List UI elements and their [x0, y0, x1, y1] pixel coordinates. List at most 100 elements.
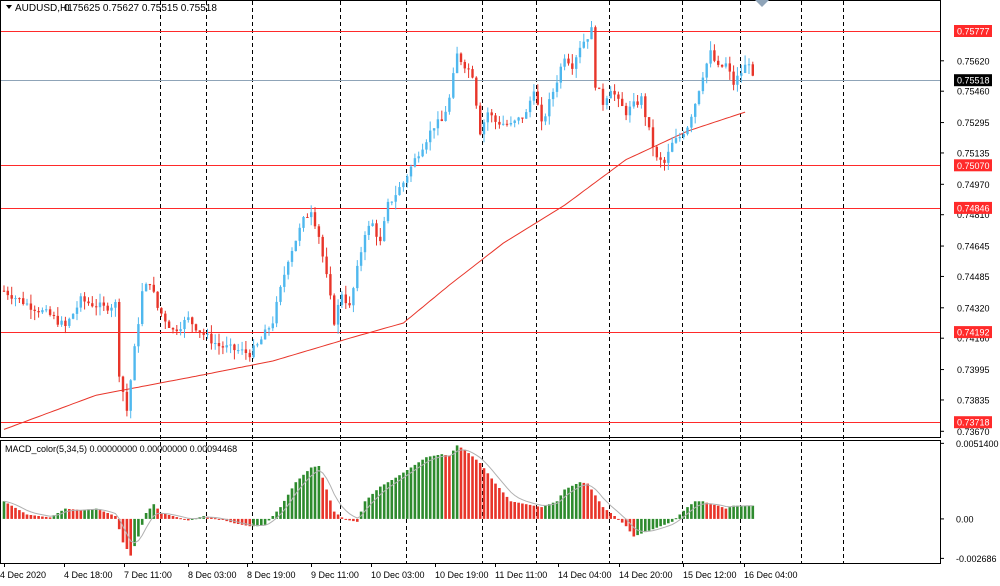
candle-body	[624, 105, 628, 116]
macd-bar	[409, 467, 413, 519]
candle-body	[152, 284, 155, 292]
candle-body	[248, 352, 251, 358]
macd-bar	[267, 518, 271, 521]
candle-body	[233, 344, 236, 351]
macd-bar	[582, 482, 586, 519]
macd-bar	[513, 502, 516, 519]
macd-bar	[667, 518, 670, 524]
candle-body	[728, 63, 731, 72]
macd-bar	[728, 507, 732, 519]
candle-body	[525, 112, 528, 119]
candle-body	[22, 298, 25, 304]
macd-bar	[644, 518, 647, 533]
candle-body	[160, 307, 163, 314]
candle-body	[10, 295, 13, 299]
macd-bar	[236, 518, 240, 524]
macd-bar	[306, 471, 309, 519]
candle-body	[221, 346, 225, 348]
macd-bar	[6, 503, 10, 519]
macd-bar	[720, 507, 724, 519]
candle-body	[586, 39, 589, 42]
candle-body	[463, 62, 466, 69]
candle-body	[413, 158, 417, 167]
level-price-tag	[954, 159, 992, 172]
macd-bar	[382, 484, 386, 519]
candle-body	[747, 64, 751, 66]
macd-bar	[279, 507, 282, 519]
macd-bar	[56, 513, 60, 519]
macd-bar	[10, 505, 13, 519]
macd-bar	[636, 518, 639, 536]
macd-bar	[367, 497, 371, 519]
time-axis-label: 8 Dec 03:00	[188, 570, 237, 580]
candle-body	[279, 286, 282, 302]
macd-bar	[743, 505, 747, 519]
macd-bar	[41, 516, 44, 519]
macd-bar	[413, 464, 417, 519]
candle-body	[118, 302, 121, 377]
candle-body	[632, 101, 635, 107]
macd-bar	[371, 493, 374, 519]
macd-bar	[79, 510, 83, 519]
macd-bar	[179, 518, 182, 520]
candlesticks[interactable]	[2, 21, 754, 419]
candle-body	[494, 115, 497, 122]
candle-body	[225, 345, 228, 348]
macd-bar	[298, 478, 301, 519]
macd-bar	[275, 511, 278, 519]
macd-bar	[91, 509, 94, 519]
macd-bar	[290, 488, 294, 519]
candle-body	[383, 221, 386, 241]
candle-body	[720, 64, 724, 67]
chart-shift-marker[interactable]	[755, 0, 769, 7]
macd-bar	[240, 518, 244, 525]
macd-bar	[617, 518, 620, 520]
macd-bar	[302, 474, 305, 519]
candle-body	[421, 149, 424, 157]
candle-body	[148, 284, 152, 286]
candle-body	[325, 256, 328, 275]
macd-bar	[206, 516, 209, 519]
candle-body	[528, 100, 532, 113]
price-axis-label: 0.74320	[957, 303, 990, 313]
price-axis-label: 0.73835	[957, 396, 990, 406]
macd-bar	[175, 517, 179, 519]
time-axis-label: 4 Dec 18:00	[64, 570, 113, 580]
candle-body	[210, 333, 213, 344]
candle-body	[471, 69, 474, 78]
candle-body	[79, 296, 82, 308]
candle-body	[340, 294, 344, 305]
candle-body	[513, 120, 516, 123]
candle-body	[68, 318, 71, 326]
macd-bar	[37, 516, 40, 519]
macd-bar	[697, 501, 701, 519]
macd-bar	[325, 489, 328, 519]
macd-bar	[640, 518, 643, 534]
macd-bar	[160, 513, 163, 519]
candle-body	[240, 349, 244, 351]
macd-bar	[678, 514, 682, 519]
candle-body	[717, 60, 720, 65]
macd-bar	[394, 477, 397, 519]
macd-bar	[740, 505, 743, 519]
candle-body	[191, 317, 194, 325]
macd-bar	[428, 456, 432, 519]
triangle-down-icon[interactable]	[6, 5, 12, 9]
macd-bar	[686, 507, 689, 519]
macd-bar	[375, 490, 378, 519]
candle-body	[164, 313, 167, 322]
candle-body	[713, 50, 716, 61]
macd-bar	[352, 518, 355, 522]
macd-bar	[724, 508, 728, 519]
macd-bar	[148, 508, 152, 519]
candle-body	[95, 306, 98, 308]
price-axis-label: 0.74160	[957, 334, 990, 344]
macd-bar	[521, 503, 524, 519]
macd-bar	[713, 504, 716, 519]
candle-body	[25, 303, 29, 305]
macd-bar	[532, 505, 536, 519]
macd-bar	[386, 482, 390, 519]
time-axis-label: 16 Dec 04:00	[744, 570, 798, 580]
candle-body	[102, 302, 105, 306]
